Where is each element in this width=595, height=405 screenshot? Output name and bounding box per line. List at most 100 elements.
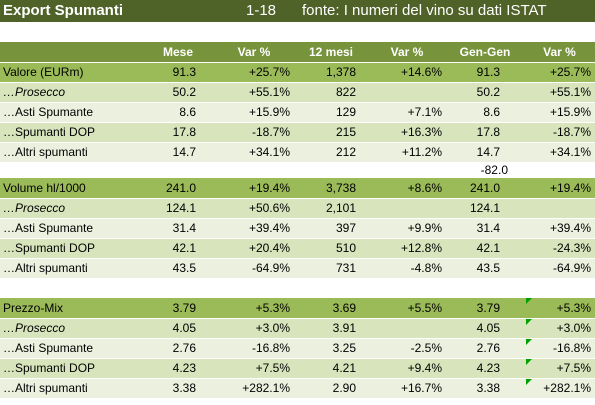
cell-mese: 91.3	[142, 62, 214, 83]
column-header: Var %	[524, 42, 595, 63]
row-label: …Altri spumanti	[0, 258, 142, 279]
cell-var1: +19.4%	[214, 178, 294, 199]
cell-var3: +282.1%	[524, 378, 595, 399]
cell-var1: +3.0%	[214, 318, 294, 339]
spacer-row	[0, 278, 595, 298]
error-flag-icon	[526, 378, 532, 385]
cell-mese: 2.76	[142, 338, 214, 359]
cell-var2: +8.6%	[368, 178, 446, 199]
cell-mese: 14.7	[142, 142, 214, 163]
brand-row: …Spumanti DOP 4.23 +7.5% 4.21 +9.4% 4.23 +7.5%	[0, 358, 595, 379]
brand-row: …Prosecco 50.2 +55.1% 822 50.2 +55.1%	[0, 82, 595, 103]
row-label: …Spumanti DOP	[0, 122, 142, 143]
cell-m12: 510	[294, 238, 368, 259]
brand-row: …Prosecco 124.1 +50.6% 2,101 124.1	[0, 198, 595, 219]
cell-var3: +55.1%	[524, 82, 595, 103]
cell-mese: 4.23	[142, 358, 214, 379]
cell-m12: 3,738	[294, 178, 368, 199]
cell-var2: +14.6%	[368, 62, 446, 83]
brand-row: …Spumanti DOP 42.1 +20.4% 510 +12.8% 42.1 -24.…	[0, 238, 595, 259]
cell-gen: 3.38	[446, 378, 524, 399]
brand-row: …Asti Spumante 2.76 -16.8% 3.25 -2.5% 2.76 -16…	[0, 338, 595, 359]
cell-var3: +25.7%	[524, 62, 595, 83]
brand-row: …Asti Spumante 31.4 +39.4% 397 +9.9% 31.4 +39.…	[0, 218, 595, 239]
cell-m12: 822	[294, 82, 368, 103]
cell-var1: +20.4%	[214, 238, 294, 259]
cell-mese: 42.1	[142, 238, 214, 259]
cell-gen: 2.76	[446, 338, 524, 359]
cell-var3: -18.7%	[524, 122, 595, 143]
cell-mese: 4.05	[142, 318, 214, 339]
cell-var2: +5.5%	[368, 298, 446, 319]
cell-m12: 1,378	[294, 62, 368, 83]
cell-var3: -16.8%	[524, 338, 595, 359]
cell-var1: -64.9%	[214, 258, 294, 279]
cell-var2: +16.3%	[368, 122, 446, 143]
cell-m12: 3.25	[294, 338, 368, 359]
cell-var1: +39.4%	[214, 218, 294, 239]
cell-var3: +7.5%	[524, 358, 595, 379]
cell-var2: -4.8%	[368, 258, 446, 279]
metric-row: Prezzo-Mix 3.79 +5.3% 3.69 +5.5% 3.79 +5.3%	[0, 298, 595, 319]
brand-row: …Altri spumanti 43.5 -64.9% 731 -4.8% 43.5 -64…	[0, 258, 595, 279]
column-header: Mese	[142, 42, 214, 63]
brand-row: …Prosecco 4.05 +3.0% 3.91 4.05 +3.0%	[0, 318, 595, 339]
row-label: Prezzo-Mix	[0, 298, 142, 319]
row-label: …Prosecco	[0, 318, 142, 339]
cell-var3: +34.1%	[524, 142, 595, 163]
metric-row: Volume hl/1000 241.0 +19.4% 3,738 +8.6% 241.0…	[0, 178, 595, 199]
cell-var1: +50.6%	[214, 198, 294, 219]
export-table: Mese Var % 12 mesi Var % Gen-Gen Var % Valore …	[0, 22, 595, 399]
brand-row: …Altri spumanti 14.7 +34.1% 212 +11.2% 14.7 +3…	[0, 142, 595, 163]
sheet-title: Export Spumanti	[3, 2, 124, 19]
row-label: …Asti Spumante	[0, 218, 142, 239]
cell-var2	[368, 198, 446, 219]
cell-var1: +282.1%	[214, 378, 294, 399]
cell-gen: 4.23	[446, 358, 524, 379]
cell-m12: 4.21	[294, 358, 368, 379]
cell-var1: +55.1%	[214, 82, 294, 103]
cell-gen: 91.3	[446, 62, 524, 83]
cell-m12: 129	[294, 102, 368, 123]
row-label: …Prosecco	[0, 82, 142, 103]
cell-m12: 2,101	[294, 198, 368, 219]
cell-m12: 3.91	[294, 318, 368, 339]
cell-mese: 241.0	[142, 178, 214, 199]
cell-mese: 50.2	[142, 82, 214, 103]
title-bar: Export Spumanti 1-18 fonte: I numeri del…	[0, 0, 595, 22]
column-header: Gen-Gen	[446, 42, 524, 63]
cell-gen: 8.6	[446, 102, 524, 123]
cell-var3: +5.3%	[524, 298, 595, 319]
cell-gen: 42.1	[446, 238, 524, 259]
cell-var3: +15.9%	[524, 102, 595, 123]
cell-m12: 397	[294, 218, 368, 239]
column-header: 12 mesi	[294, 42, 368, 63]
column-header: Var %	[214, 42, 294, 63]
cell-var1: +5.3%	[214, 298, 294, 319]
cell-gen: 31.4	[446, 218, 524, 239]
error-flag-icon	[526, 318, 532, 325]
cell-gen: 43.5	[446, 258, 524, 279]
cell-var1: -16.8%	[214, 338, 294, 359]
cell-var1: +7.5%	[214, 358, 294, 379]
cell-var3	[524, 198, 595, 219]
cell-gen: 17.8	[446, 122, 524, 143]
cell-mese: 31.4	[142, 218, 214, 239]
cell-var2: -2.5%	[368, 338, 446, 359]
row-label: …Asti Spumante	[0, 102, 142, 123]
error-flag-icon	[526, 358, 532, 365]
cell-gen: 50.2	[446, 82, 524, 103]
source-label: fonte: I numeri del vino su dati ISTAT	[302, 2, 547, 19]
cell-var2: +16.7%	[368, 378, 446, 399]
row-label: Valore (EURm)	[0, 62, 142, 83]
cell-gen: 14.7	[446, 142, 524, 163]
cell-var2: +7.1%	[368, 102, 446, 123]
cell-m12: 2.90	[294, 378, 368, 399]
cell-gen: 241.0	[446, 178, 524, 199]
brand-row: …Altri spumanti 3.38 +282.1% 2.90 +16.7% 3.38…	[0, 378, 595, 399]
cell-var3: +39.4%	[524, 218, 595, 239]
cell-mese: 43.5	[142, 258, 214, 279]
cell-mese: 3.38	[142, 378, 214, 399]
brand-row: …Asti Spumante 8.6 +15.9% 129 +7.1% 8.6 +15.9%	[0, 102, 595, 123]
cell-mese: 124.1	[142, 198, 214, 219]
